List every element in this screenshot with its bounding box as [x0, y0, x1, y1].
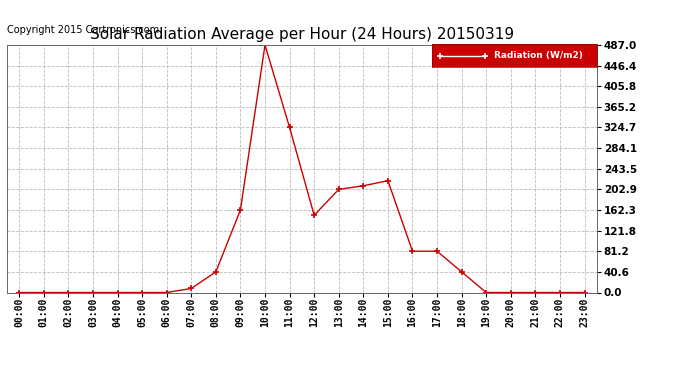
Title: Solar Radiation Average per Hour (24 Hours) 20150319: Solar Radiation Average per Hour (24 Hou…: [90, 27, 514, 42]
Text: Copyright 2015 Cartronics.com: Copyright 2015 Cartronics.com: [7, 25, 159, 35]
